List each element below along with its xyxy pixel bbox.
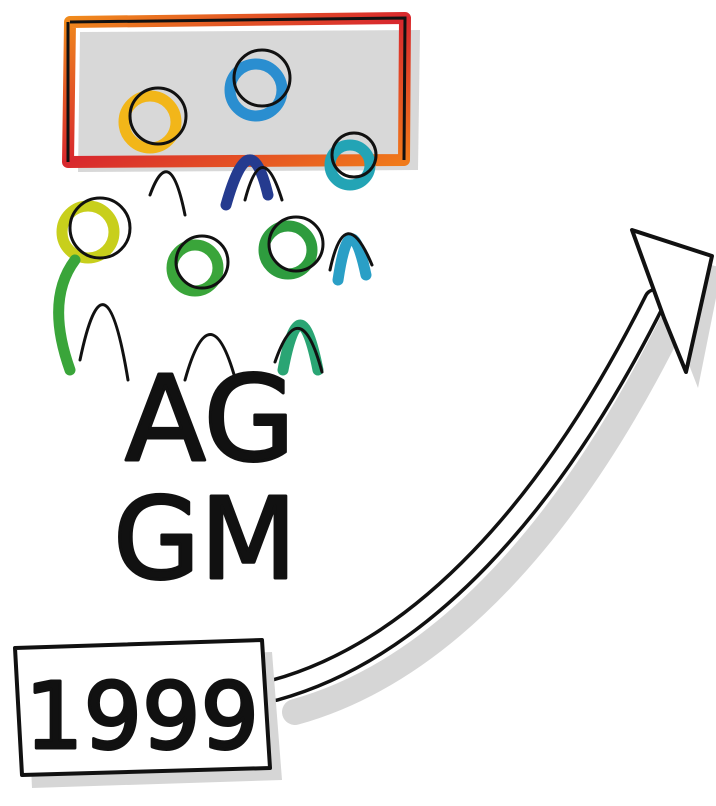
body: [150, 172, 185, 215]
body: [80, 305, 128, 380]
heading-line: AG: [125, 350, 295, 488]
illustration: AG GM 1999: [0, 0, 716, 806]
growth-arrow: [275, 230, 716, 712]
body: [59, 260, 75, 370]
page: {"heading": {"line1": "AG", "line2": "GM…: [0, 0, 716, 806]
heading-line: GM: [113, 475, 296, 605]
year-box: 1999: [15, 640, 282, 788]
year-label: 1999: [25, 663, 259, 770]
